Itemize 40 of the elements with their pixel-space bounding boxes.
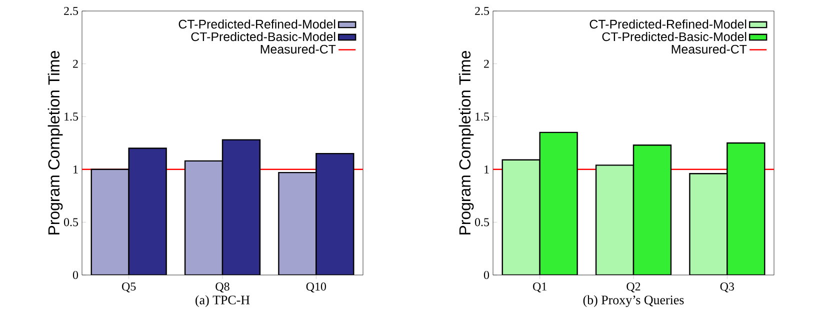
legend-label: CT-Predicted-Refined-Model bbox=[178, 19, 336, 29]
y-tick-label: 1 bbox=[484, 165, 489, 174]
y-tick-label: 0 bbox=[72, 270, 78, 280]
bar bbox=[316, 152, 354, 275]
bar bbox=[596, 165, 634, 275]
x-tick-label: Q3 bbox=[720, 282, 734, 292]
legend-label: CT-Predicted-Basic-Model bbox=[602, 32, 746, 42]
y-tick-label: 0.5 bbox=[64, 218, 78, 226]
legend-label: Measured-CT bbox=[260, 44, 336, 54]
x-tick-label: Q2 bbox=[626, 282, 640, 292]
x-tick-label: Q10 bbox=[306, 282, 326, 292]
x-axis-title: (a) TPC-H bbox=[196, 295, 250, 307]
legend-label: CT-Predicted-Basic-Model bbox=[191, 32, 336, 42]
bar bbox=[222, 140, 260, 275]
x-tick-label: Q5 bbox=[122, 282, 136, 292]
y-tick-label: 2.5 bbox=[475, 6, 490, 16]
legend-label: Measured-CT bbox=[672, 44, 747, 54]
bar bbox=[91, 169, 129, 275]
y-tick-label: 0.5 bbox=[474, 218, 490, 226]
y-tick-label: 2 bbox=[73, 60, 78, 68]
y-axis-title: Program Completion Time bbox=[48, 51, 63, 234]
y-tick-label: 0 bbox=[484, 270, 490, 280]
legend-label: CT-Predicted-Refined-Model bbox=[590, 19, 746, 29]
bar bbox=[540, 132, 578, 275]
y-tick-label: 1.5 bbox=[476, 112, 490, 121]
x-tick-label: Q8 bbox=[216, 282, 230, 292]
bar bbox=[278, 172, 317, 275]
y-tick-label: 1.5 bbox=[64, 112, 78, 121]
x-tick-label: Q1 bbox=[533, 282, 546, 292]
y-tick-label: 1 bbox=[74, 165, 78, 174]
bar bbox=[726, 142, 766, 275]
bar bbox=[689, 173, 728, 275]
x-axis-title: (b) Proxy’s Queries bbox=[583, 295, 684, 307]
bar bbox=[634, 145, 671, 275]
y-tick-label: 2 bbox=[484, 60, 489, 68]
bar bbox=[185, 160, 222, 275]
bar bbox=[128, 148, 166, 275]
y-tick-label: 2.5 bbox=[64, 6, 78, 16]
y-axis-title: Program Completion Time bbox=[458, 51, 474, 234]
bar bbox=[502, 160, 540, 275]
